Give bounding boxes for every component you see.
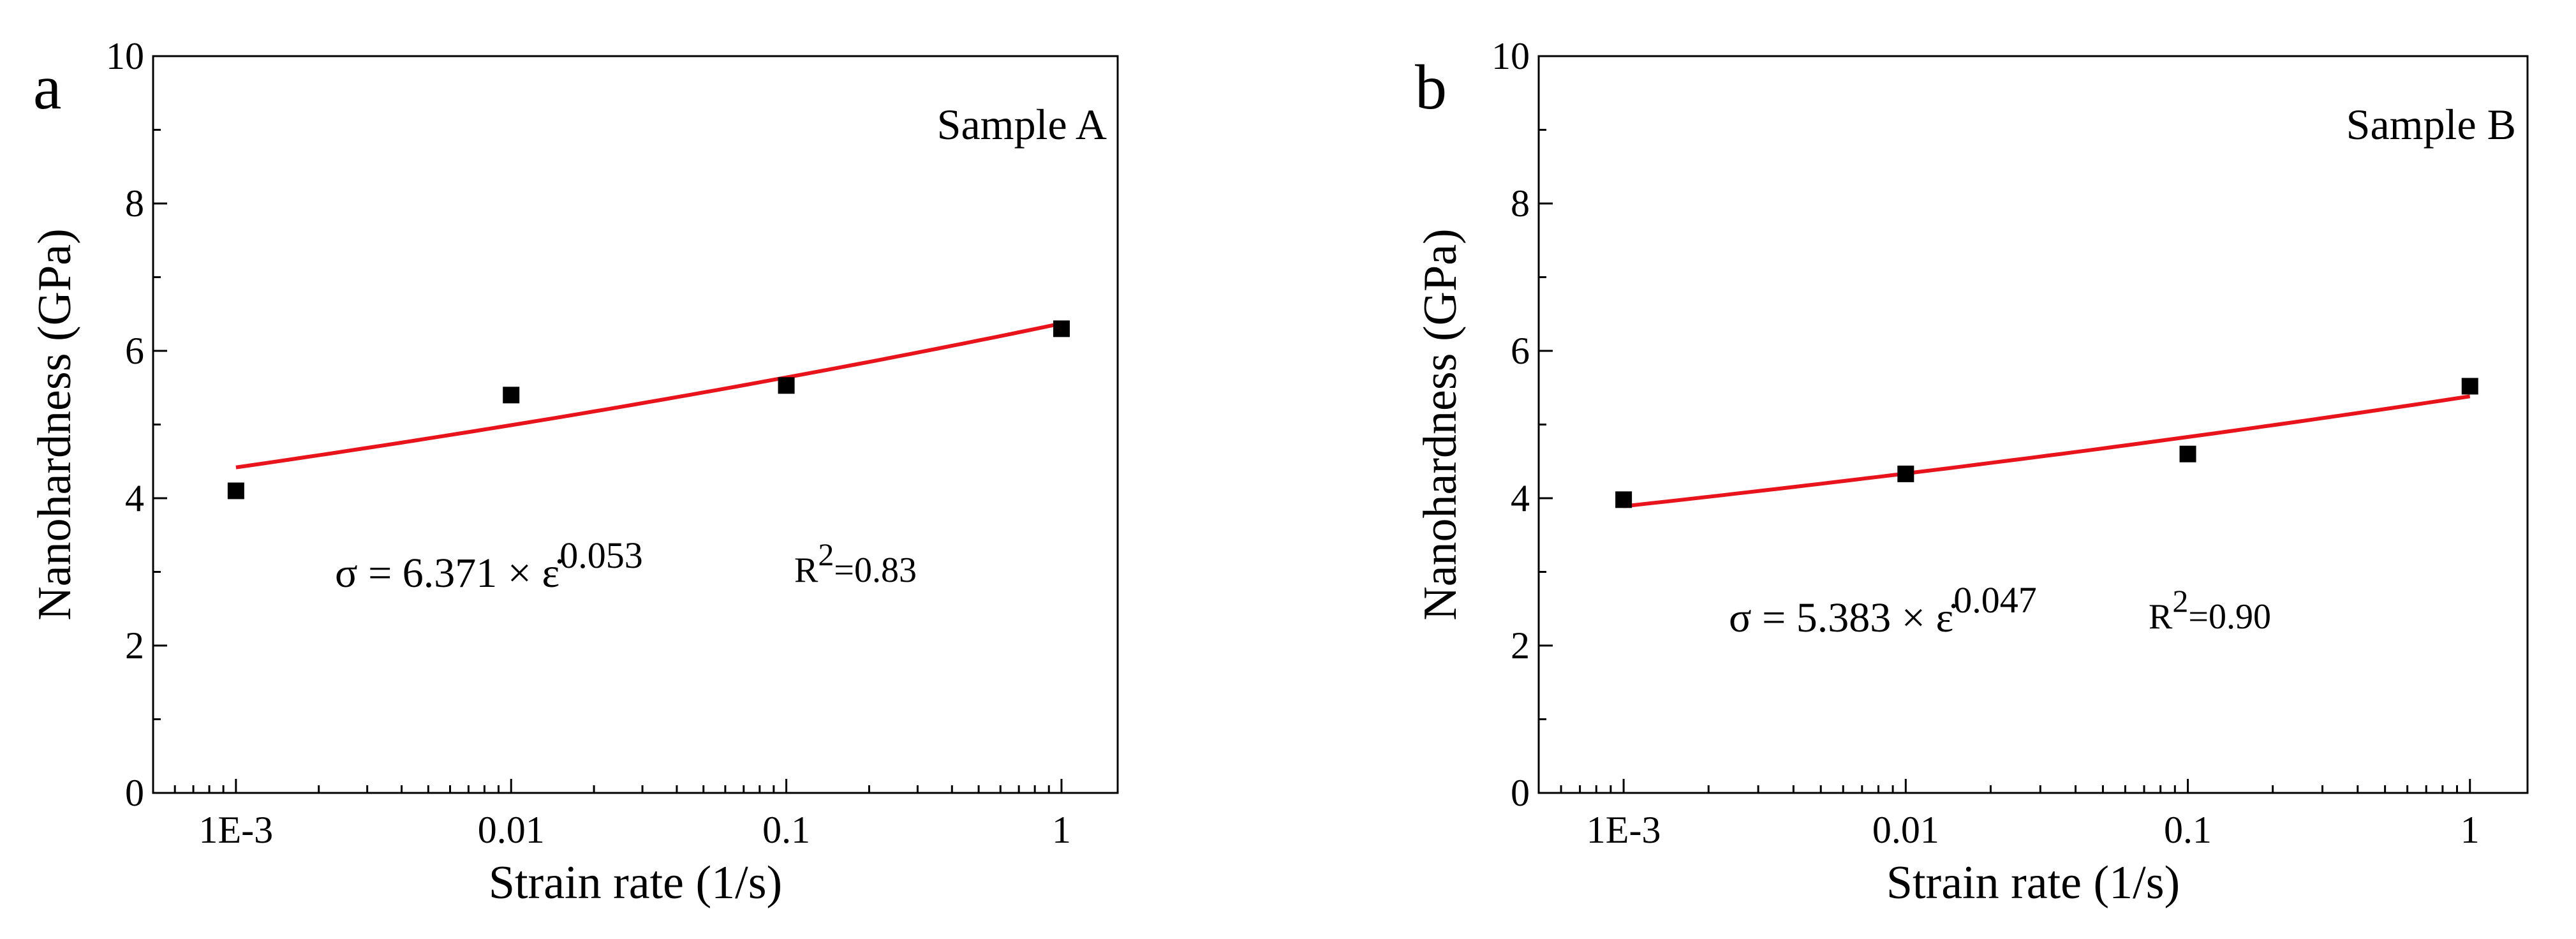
panel-b: 0 2 4 6 8 10 1E-3 0.01 0.1 1 Strain rate (1/s) Nano… [1414, 35, 2529, 909]
r-squared-value: =0.90 [2188, 597, 2271, 637]
x-tick-label: 1E-3 [199, 809, 274, 851]
equation-main: σ = 6.371 × ε̇ [335, 550, 562, 596]
data-point [1897, 465, 1914, 482]
y-tick-label: 10 [106, 35, 144, 77]
y-tick-label: 6 [1511, 330, 1530, 372]
y-tick-label: 10 [1492, 35, 1530, 77]
y-tick-label: 4 [1511, 477, 1530, 519]
data-point [1615, 491, 1632, 508]
equation-exponent: 0.053 [559, 535, 643, 576]
data-point [1053, 320, 1070, 337]
r-squared-value: =0.83 [834, 551, 917, 590]
y-tick-label: 0 [1511, 772, 1530, 814]
y-tick-label: 8 [1511, 182, 1530, 225]
data-point [503, 387, 520, 404]
fit-equation: σ = 6.371 × ε̇0.053 [335, 535, 643, 596]
y-tick-label: 0 [125, 772, 144, 814]
r-squared: R2=0.83 [794, 536, 917, 590]
r-squared-base: R [794, 551, 818, 590]
data-point [227, 482, 244, 499]
x-tick-label: 0.1 [762, 809, 810, 851]
x-tick-label: 0.01 [478, 809, 545, 851]
x-tick-label: 1 [1052, 809, 1071, 851]
y-axis-label: Nanohardness (GPa) [29, 228, 81, 620]
x-tick-label: 0.1 [2164, 809, 2212, 851]
sample-title: Sample A [937, 100, 1107, 149]
fit-equation: σ = 5.383 × ε̇0.047 [1729, 579, 2037, 641]
fit-line [1623, 394, 2471, 508]
r-squared-power: 2 [2172, 583, 2188, 619]
equation-main: σ = 5.383 × ε̇ [1729, 595, 1956, 641]
x-tick-label: 0.01 [1872, 809, 1939, 851]
x-tick-label: 1 [2461, 809, 2480, 851]
data-point [2179, 445, 2196, 462]
y-tick-label: 4 [125, 477, 144, 519]
x-axis-label: Strain rate (1/s) [489, 857, 782, 909]
y-tick-label: 8 [125, 182, 144, 225]
fit-line [235, 322, 1062, 470]
y-axis-label: Nanohardness (GPa) [1414, 228, 1467, 620]
panel-label: b [1415, 52, 1447, 122]
panel-a: 0 2 4 6 8 10 1E-3 0.01 0.1 1 Strain rate (1/s) Nano… [29, 35, 1119, 909]
r-squared: R2=0.90 [2149, 583, 2271, 637]
equation-exponent: 0.047 [1953, 579, 2037, 621]
y-tick-label: 6 [125, 330, 144, 372]
x-axis-label: Strain rate (1/s) [1886, 857, 2180, 909]
panel-label: a [33, 52, 61, 122]
r-squared-power: 2 [818, 536, 834, 572]
y-tick-label: 2 [125, 625, 144, 667]
sample-title: Sample B [2346, 100, 2516, 149]
r-squared-base: R [2149, 597, 2173, 637]
data-point [778, 377, 795, 394]
x-tick-label: 1E-3 [1587, 809, 1661, 851]
y-tick-label: 2 [1511, 625, 1530, 667]
data-point [2461, 378, 2478, 395]
